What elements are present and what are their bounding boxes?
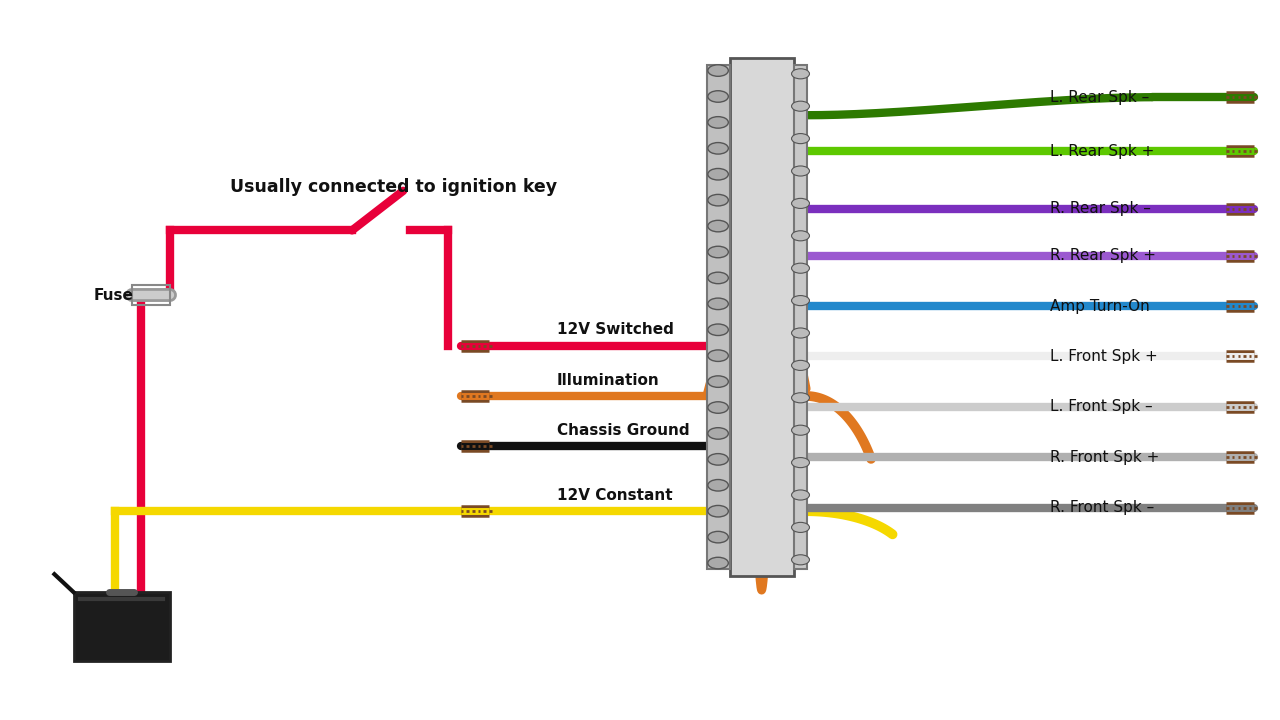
Circle shape: [708, 428, 728, 439]
Circle shape: [708, 324, 728, 336]
Circle shape: [708, 91, 728, 102]
Circle shape: [708, 505, 728, 517]
Circle shape: [708, 143, 728, 154]
Bar: [794, 65, 808, 569]
Text: R. Rear Spk +: R. Rear Spk +: [1050, 248, 1156, 263]
Circle shape: [791, 458, 809, 468]
Text: 12V Constant: 12V Constant: [557, 488, 672, 503]
Circle shape: [708, 531, 728, 543]
Text: Chassis Ground: Chassis Ground: [557, 423, 690, 438]
Circle shape: [708, 454, 728, 465]
Circle shape: [791, 295, 809, 305]
Circle shape: [791, 328, 809, 338]
Text: Illumination: Illumination: [557, 373, 659, 387]
Circle shape: [791, 101, 809, 111]
Circle shape: [791, 134, 809, 144]
Circle shape: [708, 117, 728, 128]
Text: R. Front Spk +: R. Front Spk +: [1050, 450, 1158, 464]
Bar: [730, 58, 794, 576]
Circle shape: [708, 298, 728, 310]
Circle shape: [708, 480, 728, 491]
Bar: [132, 285, 170, 305]
Text: Usually connected to ignition key: Usually connected to ignition key: [230, 179, 558, 197]
Text: L. Front Spk –: L. Front Spk –: [1050, 400, 1152, 414]
Text: R. Rear Spk –: R. Rear Spk –: [1050, 202, 1151, 216]
Circle shape: [791, 166, 809, 176]
Circle shape: [791, 490, 809, 500]
Circle shape: [708, 246, 728, 258]
Text: R. Front Spk –: R. Front Spk –: [1050, 500, 1153, 515]
Text: Amp Turn-On: Amp Turn-On: [1050, 299, 1149, 313]
Circle shape: [791, 360, 809, 371]
Circle shape: [791, 523, 809, 532]
Circle shape: [708, 65, 728, 76]
Circle shape: [708, 376, 728, 387]
Text: L. Rear Spk –: L. Rear Spk –: [1050, 90, 1149, 104]
Circle shape: [791, 393, 809, 403]
Circle shape: [708, 350, 728, 361]
Circle shape: [791, 198, 809, 209]
Circle shape: [708, 168, 728, 180]
Text: 12V Switched: 12V Switched: [557, 323, 673, 337]
Circle shape: [708, 194, 728, 206]
Circle shape: [791, 425, 809, 435]
Circle shape: [708, 557, 728, 569]
Circle shape: [791, 69, 809, 79]
Circle shape: [791, 554, 809, 564]
Circle shape: [708, 220, 728, 232]
Bar: [707, 65, 730, 569]
Circle shape: [791, 230, 809, 240]
Text: Fuse: Fuse: [93, 288, 133, 302]
Bar: [74, 592, 170, 661]
Circle shape: [708, 272, 728, 284]
Circle shape: [791, 264, 809, 274]
Text: L. Rear Spk +: L. Rear Spk +: [1050, 144, 1155, 158]
Circle shape: [708, 402, 728, 413]
Text: L. Front Spk +: L. Front Spk +: [1050, 349, 1157, 364]
